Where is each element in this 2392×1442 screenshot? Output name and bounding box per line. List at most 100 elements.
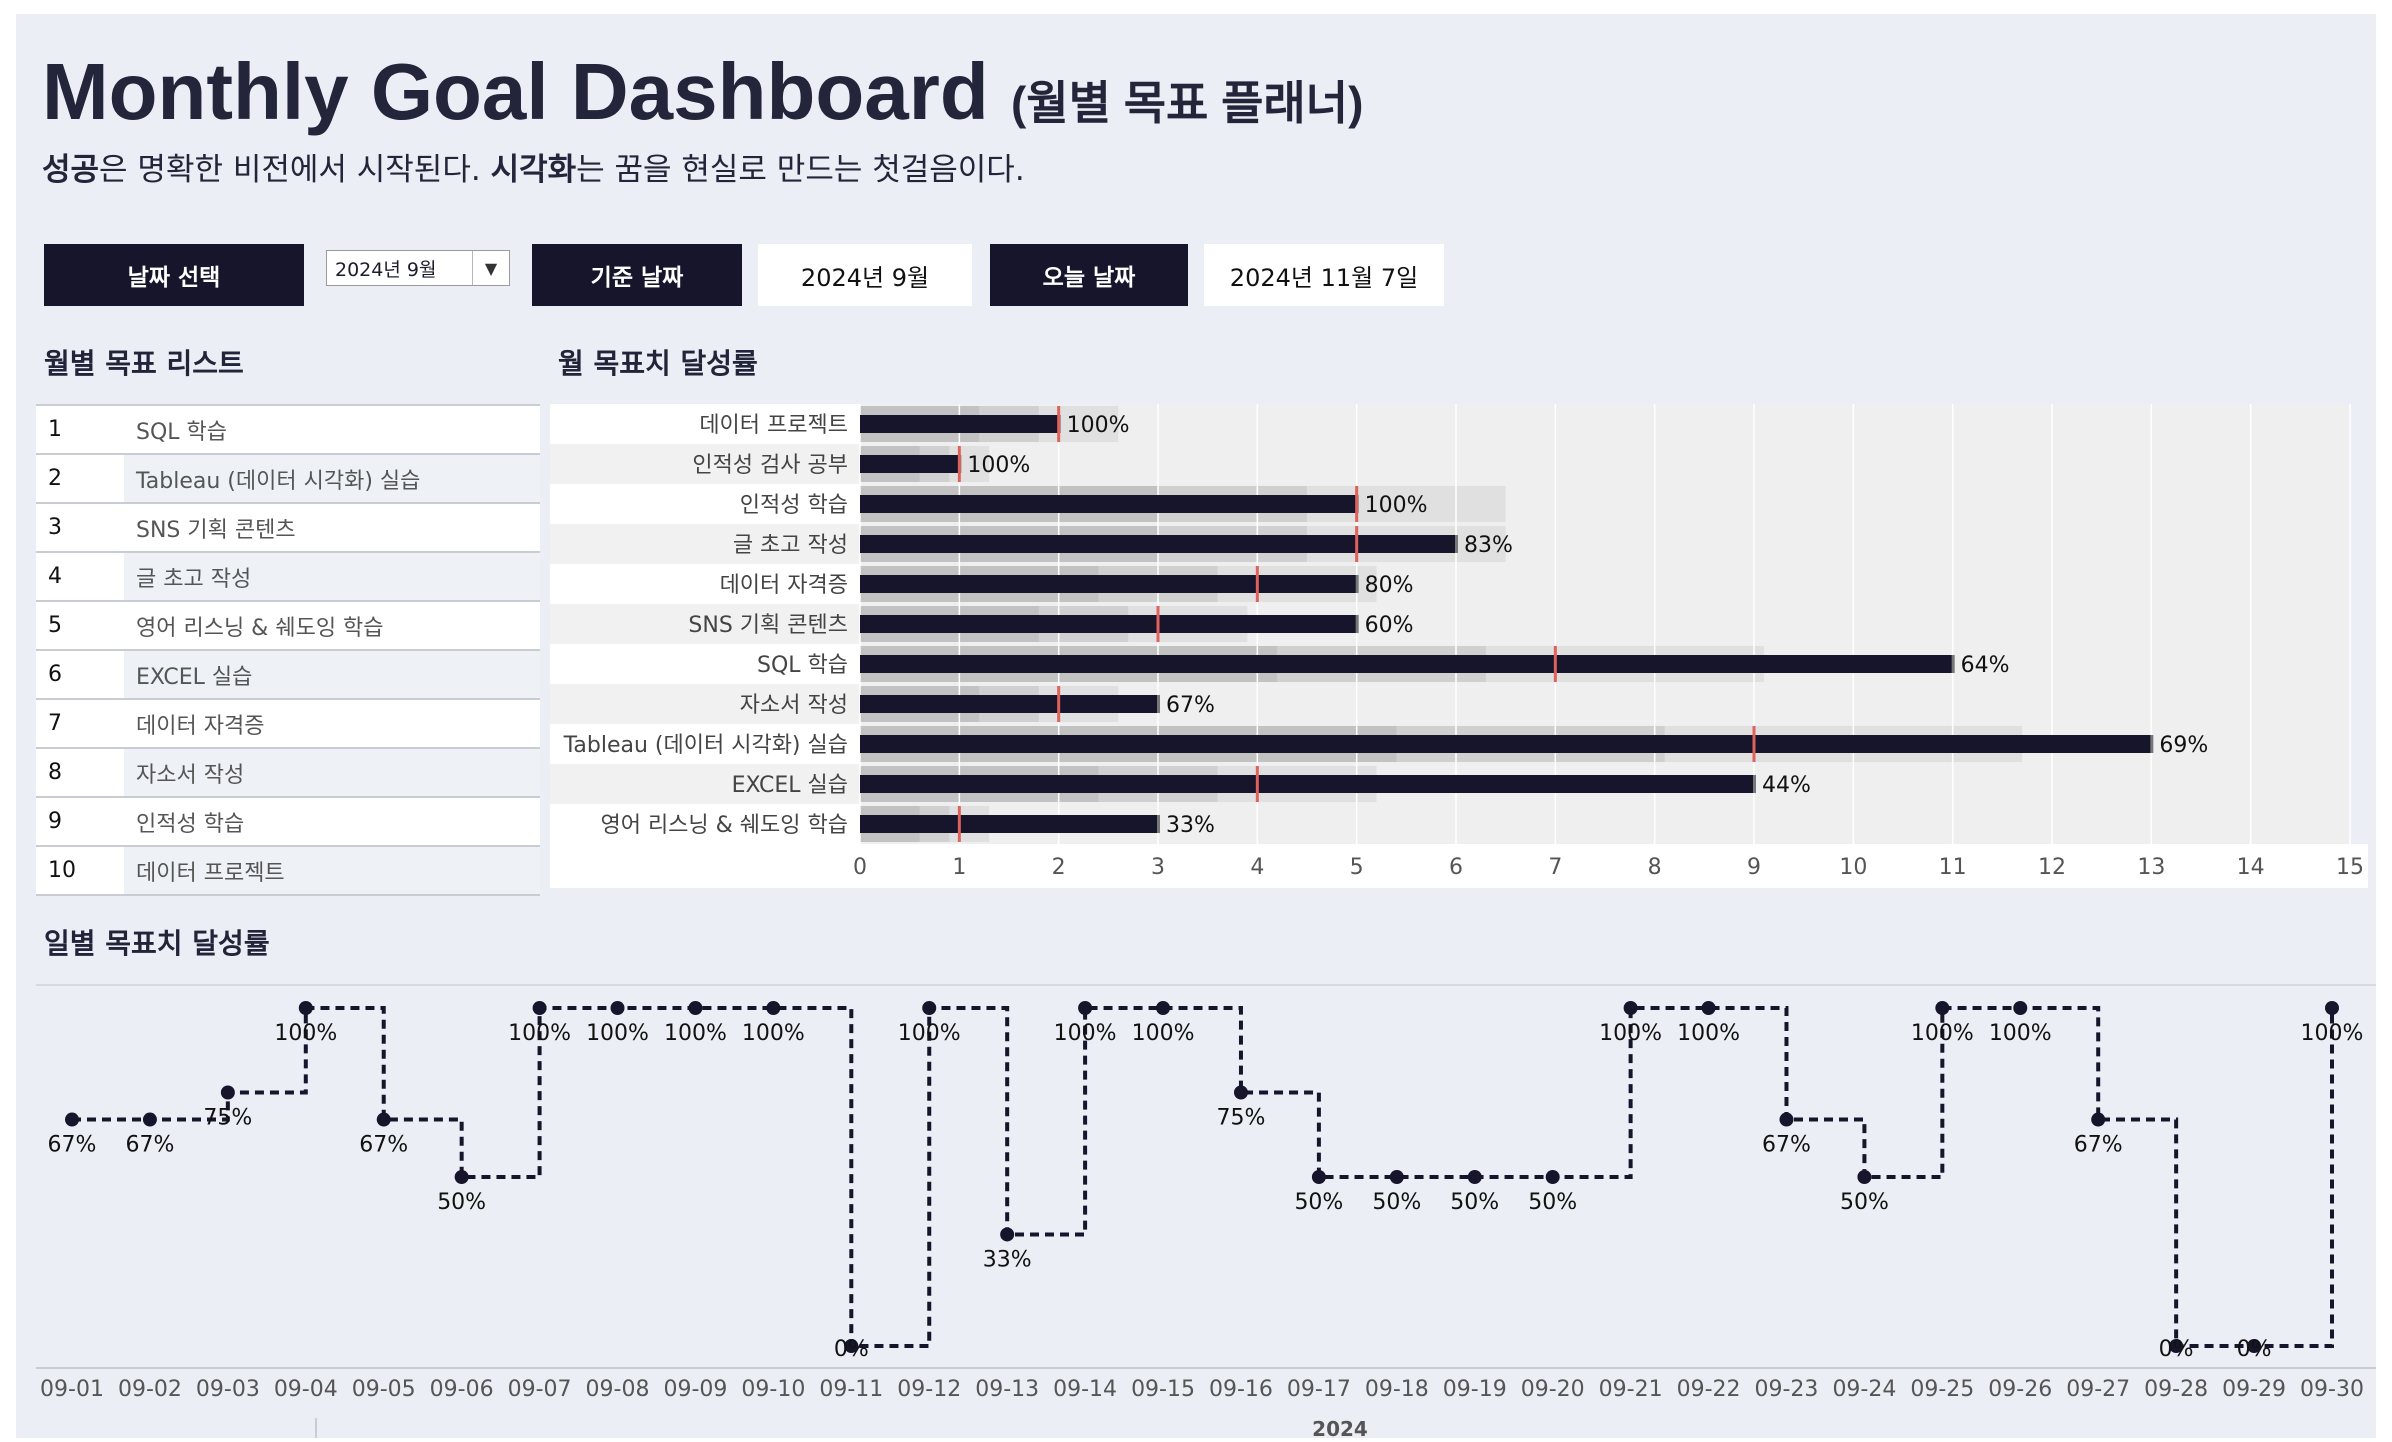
daily-x-tick-label: 09-16 xyxy=(1209,1377,1273,1402)
goal-number: 10 xyxy=(48,858,76,883)
bar-value xyxy=(860,615,1357,633)
bar-x-tick-label: 8 xyxy=(1648,855,1662,880)
daily-x-tick-label: 09-02 xyxy=(118,1377,182,1402)
daily-data-label: 100% xyxy=(1677,1021,1740,1046)
date-select-dropdown[interactable]: 2024년 9월 ▼ xyxy=(326,250,510,286)
tagline-text-1: 은 명확한 비전에서 시작된다. xyxy=(99,152,491,188)
bar-category-label: 데이터 프로젝트 xyxy=(699,413,848,438)
daily-x-tick-label: 09-03 xyxy=(196,1377,260,1402)
bar-value xyxy=(860,535,1456,553)
daily-x-tick-label: 09-19 xyxy=(1443,1377,1507,1402)
goal-number: 2 xyxy=(48,466,62,491)
daily-x-tick-label: 09-11 xyxy=(819,1377,883,1402)
monthly-chart-title: 월 목표치 달성률 xyxy=(558,347,758,380)
daily-year-label: 2024 xyxy=(1312,1417,1368,1438)
base-date-value: 2024년 9월 xyxy=(758,244,972,306)
goal-list-row[interactable]: 4 글 초고 작성 xyxy=(36,551,540,600)
bar-end-cap xyxy=(2150,735,2154,753)
bar-x-tick-label: 2 xyxy=(1052,855,1066,880)
daily-point xyxy=(688,1001,703,1015)
goal-label: SNS 기획 콘텐츠 xyxy=(136,517,296,543)
bar-value xyxy=(860,415,1059,433)
daily-data-label: 100% xyxy=(1989,1021,2052,1046)
daily-data-label: 100% xyxy=(1599,1021,1662,1046)
chevron-down-icon[interactable]: ▼ xyxy=(472,251,509,285)
bar-end-cap xyxy=(1455,535,1458,553)
bar-data-label: 69% xyxy=(2159,733,2208,758)
daily-chart-title: 일별 목표치 달성률 xyxy=(44,927,270,960)
daily-point xyxy=(142,1112,157,1127)
goal-label: 영어 리스닝 & 쉐도잉 학습 xyxy=(136,615,384,641)
goal-number: 3 xyxy=(48,515,62,540)
goal-list-row[interactable]: 3 SNS 기획 콘텐츠 xyxy=(36,502,540,551)
goal-list-row[interactable]: 8 자소서 작성 xyxy=(36,747,540,796)
bar-category-label: 인적성 검사 공부 xyxy=(692,453,848,478)
daily-x-tick-label: 09-18 xyxy=(1365,1377,1429,1402)
goal-list-row[interactable]: 5 영어 리스닝 & 쉐도잉 학습 xyxy=(36,600,540,649)
bar-end-cap xyxy=(1157,815,1160,833)
bar-data-label: 60% xyxy=(1365,613,1414,638)
goal-list-row[interactable]: 9 인적성 학습 xyxy=(36,796,540,845)
daily-x-tick-label: 09-27 xyxy=(2066,1377,2130,1402)
daily-x-tick-label: 09-25 xyxy=(1910,1377,1974,1402)
daily-x-tick-label: 09-09 xyxy=(663,1377,727,1402)
daily-data-label: 0% xyxy=(2237,1337,2272,1362)
daily-point xyxy=(298,1001,313,1015)
goal-list-row[interactable]: 1 SQL 학습 xyxy=(36,404,540,453)
daily-data-label: 67% xyxy=(125,1133,174,1158)
bar-row-label-band xyxy=(550,524,860,564)
daily-x-tick-label: 09-21 xyxy=(1599,1377,1663,1402)
daily-data-label: 100% xyxy=(586,1021,649,1046)
goal-list-row[interactable]: 10 데이터 프로젝트 xyxy=(36,845,540,896)
daily-x-tick-label: 09-13 xyxy=(975,1377,1039,1402)
daily-data-label: 67% xyxy=(359,1133,408,1158)
bar-category-label: SNS 기획 콘텐츠 xyxy=(688,613,848,638)
bar-x-tick-label: 7 xyxy=(1548,855,1562,880)
base-date-label: 기준 날짜 xyxy=(532,244,742,306)
bar-x-tick-label: 13 xyxy=(2137,855,2165,880)
bar-row-label-band xyxy=(550,804,860,844)
tagline-text-2: 는 꿈을 현실로 만드는 첫걸음이다. xyxy=(576,152,1025,188)
goal-label: 인적성 학습 xyxy=(136,811,245,837)
bar-row-label-band xyxy=(550,484,860,524)
bar-value xyxy=(860,735,2152,753)
daily-data-label: 67% xyxy=(2074,1133,2123,1158)
daily-point xyxy=(2091,1112,2106,1127)
today-value: 2024년 11월 7일 xyxy=(1204,244,1444,306)
daily-x-tick-label: 09-04 xyxy=(274,1377,338,1402)
bar-row-label-band xyxy=(550,444,860,484)
bar-end-cap xyxy=(1355,615,1359,633)
bar-data-label: 100% xyxy=(967,453,1030,478)
daily-x-tick-label: 09-20 xyxy=(1521,1377,1585,1402)
goal-list-row[interactable]: 7 데이터 자격증 xyxy=(36,698,540,747)
bar-x-tick-label: 5 xyxy=(1350,855,1364,880)
daily-point xyxy=(2325,1001,2339,1015)
daily-data-label: 100% xyxy=(664,1021,727,1046)
bar-data-label: 100% xyxy=(1365,493,1428,518)
daily-data-label: 100% xyxy=(898,1021,961,1046)
daily-x-tick-label: 09-23 xyxy=(1755,1377,1819,1402)
goal-label: SQL 학습 xyxy=(136,419,228,445)
bar-category-label: Tableau (데이터 시각화) 실습 xyxy=(563,733,848,758)
daily-data-label: 0% xyxy=(834,1337,869,1362)
daily-point xyxy=(766,1001,781,1015)
daily-data-label: 67% xyxy=(1762,1133,1811,1158)
daily-x-tick-label: 09-01 xyxy=(40,1377,104,1402)
goal-number: 9 xyxy=(48,809,62,834)
daily-point xyxy=(220,1085,235,1100)
bar-x-tick-label: 9 xyxy=(1747,855,1761,880)
daily-point xyxy=(1779,1112,1794,1127)
bar-end-cap xyxy=(1157,695,1160,713)
daily-x-tick-label: 09-10 xyxy=(741,1377,805,1402)
daily-data-label: 75% xyxy=(1217,1106,1266,1131)
daily-data-label: 100% xyxy=(742,1021,805,1046)
date-select-value: 2024년 9월 xyxy=(335,258,437,281)
daily-data-label: 100% xyxy=(2301,1021,2364,1046)
bar-value xyxy=(860,455,960,473)
goal-list-row[interactable]: 2 Tableau (데이터 시각화) 실습 xyxy=(36,453,540,502)
daily-data-label: 100% xyxy=(1911,1021,1974,1046)
daily-data-label: 67% xyxy=(48,1133,97,1158)
goal-label: 자소서 작성 xyxy=(124,749,540,796)
goal-list-row[interactable]: 6 EXCEL 실습 xyxy=(36,649,540,698)
bar-x-tick-label: 4 xyxy=(1250,855,1264,880)
